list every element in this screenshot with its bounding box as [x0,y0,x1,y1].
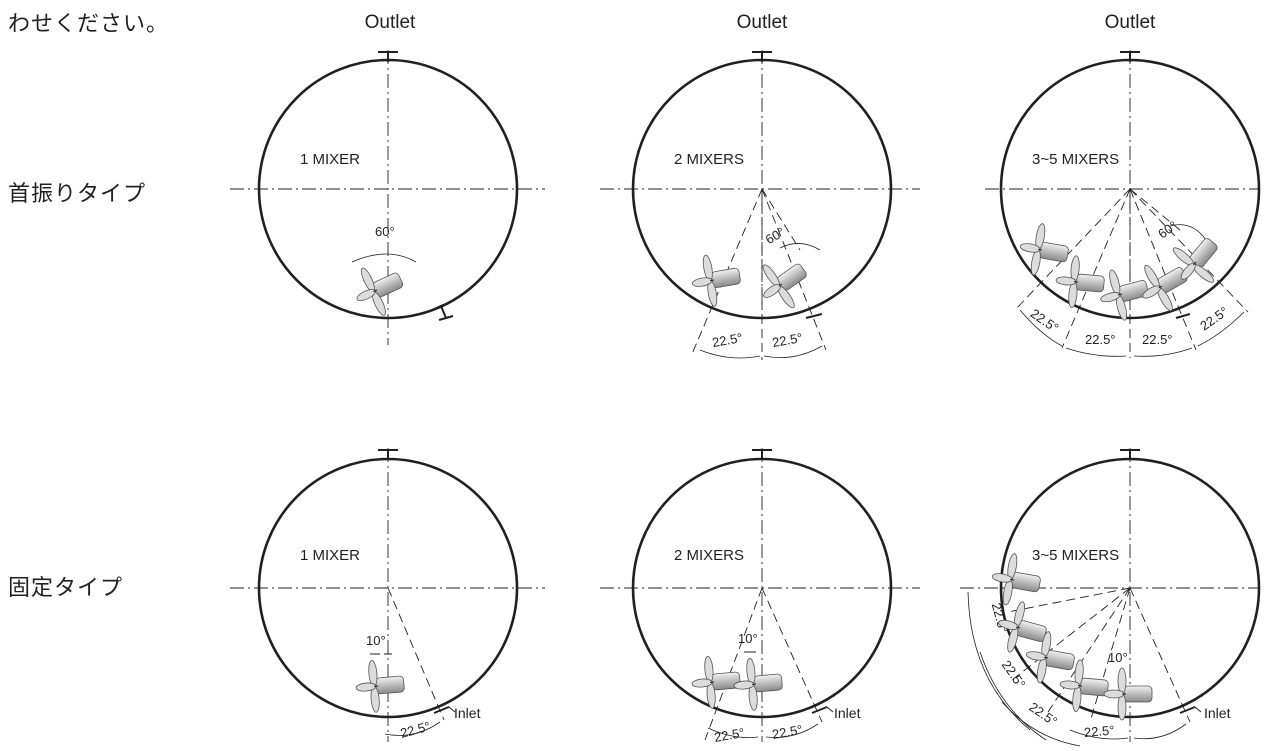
mixer-count-label: 3~5 MIXERS [1032,151,1119,168]
mixer-icon [689,653,743,711]
angle-label: 22.5° [1028,306,1062,336]
mixer-icon [1015,220,1073,281]
mixer-icon [353,657,407,715]
intro-text: わせください。 [8,12,170,37]
angle-label: 10° [738,631,758,646]
angle-label: 22.5° [1083,722,1115,740]
outlet-label: Outlet [1105,12,1156,33]
diagram-fixed-2: 2 MIXERS 10° 22.5° 22.5° Inlet [600,448,920,745]
inlet-label: Inlet [454,705,481,721]
diagram-oscillating-1: Outlet 1 MIXER 60° [230,12,545,345]
angle-label: 60° [375,224,395,239]
angle-label: 22.5° [1085,332,1116,347]
angle-label: 22.5° [713,725,746,745]
row-label-fixed: 固定タイプ [8,576,124,601]
angle-label: 22.5° [989,601,1011,634]
mixer-icon [731,655,785,713]
angle-label: 22.5° [771,722,804,742]
mixer-count-label: 3~5 MIXERS [1032,547,1119,564]
angle-label: 22.5° [1026,699,1060,729]
angle-label: 22.5° [1142,332,1173,347]
mixer-count-label: 1 MIXER [300,547,360,564]
outlet-label: Outlet [737,12,788,33]
angle-label: 22.5° [399,718,432,740]
inlet-label: Inlet [1204,705,1231,721]
angle-label: 10° [366,633,386,648]
inlet-label: Inlet [834,705,861,721]
mixer-icon [1053,253,1107,311]
mixer-count-label: 1 MIXER [300,151,360,168]
outlet-label: Outlet [365,12,416,33]
row-label-oscillating: 首振りタイプ [8,182,147,207]
diagram-fixed-1: 1 MIXER 10° 22.5° Inlet [230,448,545,742]
diagram-oscillating-3: Outlet 3~5 MIXERS 60° 22.5° 22.5° 22.5° … [985,12,1261,358]
angle-label: 22.5° [771,330,804,350]
angle-label: 10° [1108,650,1128,665]
mixer-count-label: 2 MIXERS [674,151,744,168]
angle-label: 60° [1155,218,1180,242]
diagram-fixed-3: 3~5 MIXERS 10° 22.5° 22.5° 22.5° 22.5° I… [960,448,1261,747]
angle-label: 22.5° [711,330,744,350]
diagram-oscillating-2: Outlet 2 MIXERS 60° 22.5° 22.5° [600,12,920,360]
mixer-icon [748,247,819,319]
mixer-count-label: 2 MIXERS [674,547,744,564]
mixer-icon [1103,667,1153,721]
angle-label: 22.5° [1197,304,1231,334]
